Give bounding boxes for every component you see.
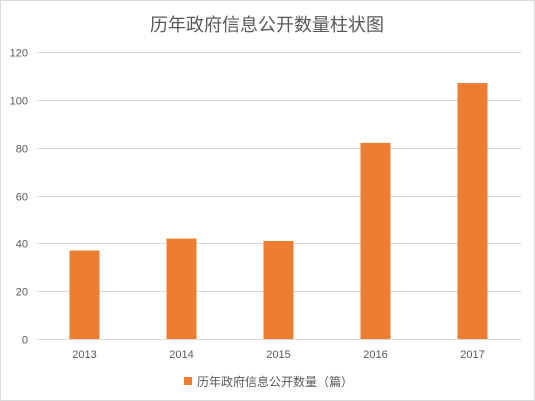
x-tick-label: 2016 [363,349,387,361]
bar-2014 [166,238,197,339]
x-tick-label: 2017 [460,349,484,361]
x-tick-label: 2014 [169,349,193,361]
bar-2013 [69,250,100,339]
legend-swatch [184,377,192,385]
x-tick-label: 2015 [266,349,290,361]
y-tick-label: 120 [10,48,28,60]
y-tick-label: 60 [16,192,28,204]
chart-title: 历年政府信息公开数量柱状图 [150,15,384,36]
y-tick-label: 0 [22,335,28,347]
bar-2016 [360,142,391,339]
y-axis-tick-labels: 0 20 40 60 80 100 120 [10,48,28,347]
bar-2015 [263,240,294,339]
bars [69,83,488,339]
y-tick-label: 40 [16,239,28,251]
y-tick-label: 80 [16,144,28,156]
x-tick-label: 2013 [72,349,96,361]
y-tick-label: 100 [10,96,28,108]
bar-2017 [457,83,488,339]
y-tick-label: 20 [16,287,28,299]
x-axis-tick-labels: 2013 2014 2015 2016 2017 [72,349,484,361]
legend: 历年政府信息公开数量（篇） [184,374,353,389]
legend-label: 历年政府信息公开数量（篇） [197,374,353,389]
